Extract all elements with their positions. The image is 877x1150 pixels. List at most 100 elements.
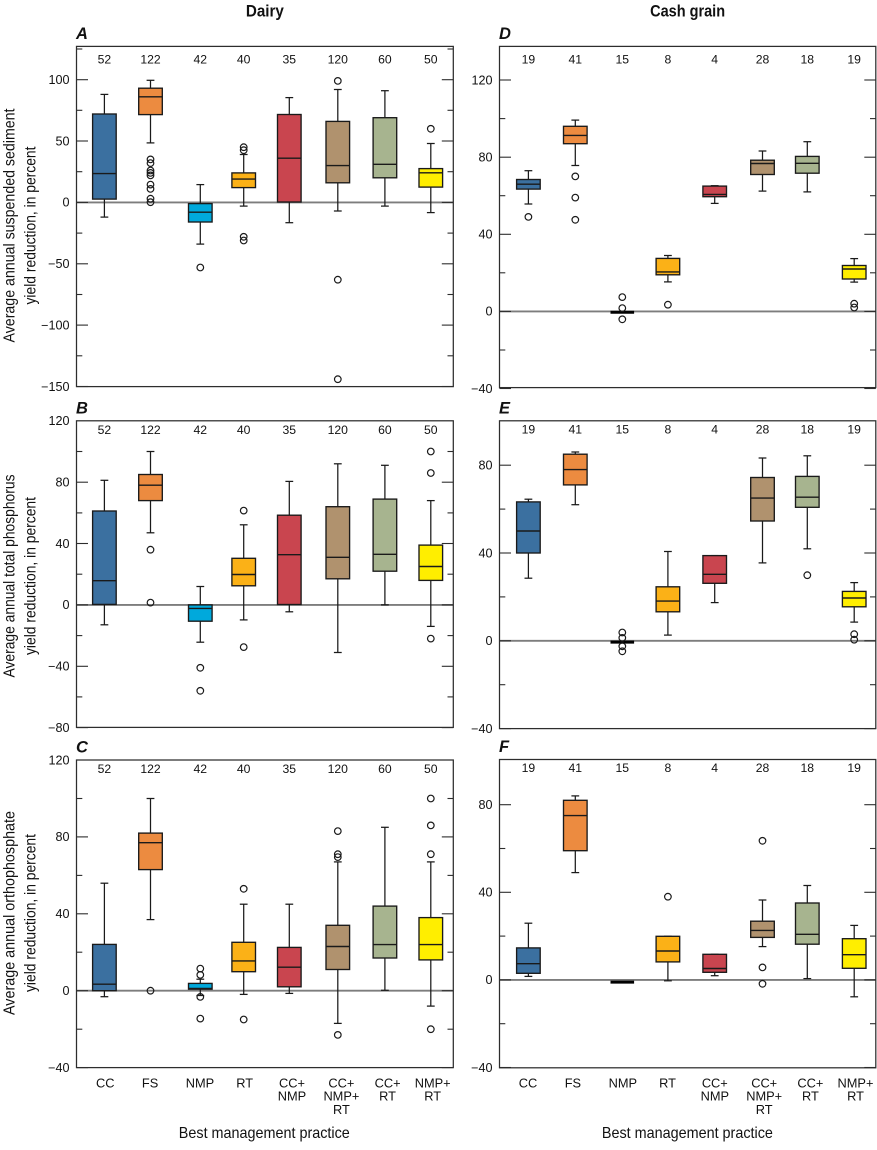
svg-text:8: 8 (665, 53, 672, 67)
svg-text:80: 80 (55, 830, 69, 844)
svg-text:−40: −40 (471, 382, 492, 396)
svg-text:8: 8 (665, 423, 672, 437)
svg-text:yield reduction, in percent: yield reduction, in percent (23, 497, 40, 655)
svg-text:52: 52 (98, 53, 112, 67)
svg-text:RT: RT (236, 1075, 253, 1090)
svg-text:E: E (499, 399, 511, 417)
svg-text:CC+: CC+ (375, 1075, 401, 1090)
svg-text:60: 60 (378, 423, 392, 437)
svg-text:15: 15 (616, 761, 630, 775)
svg-text:40: 40 (237, 53, 251, 67)
svg-text:−40: −40 (471, 1061, 492, 1075)
svg-text:D: D (499, 25, 511, 43)
svg-text:A: A (75, 25, 88, 43)
svg-text:40: 40 (237, 423, 251, 437)
svg-text:−40: −40 (471, 722, 492, 736)
svg-text:CC+: CC+ (751, 1075, 777, 1090)
svg-text:40: 40 (55, 907, 69, 921)
svg-text:CC+: CC+ (702, 1075, 728, 1090)
svg-text:NMP+: NMP+ (838, 1075, 874, 1090)
svg-text:NMP: NMP (186, 1075, 214, 1090)
svg-text:18: 18 (801, 761, 815, 775)
svg-text:28: 28 (756, 53, 770, 67)
svg-text:60: 60 (378, 762, 392, 776)
svg-text:CC: CC (519, 1075, 537, 1090)
svg-text:50: 50 (424, 53, 438, 67)
svg-text:0: 0 (62, 598, 69, 612)
svg-text:Average annual orthophosphate: Average annual orthophosphate (2, 811, 19, 1015)
svg-text:yield reduction, in percent: yield reduction, in percent (23, 834, 40, 992)
svg-text:8: 8 (665, 761, 672, 775)
svg-text:35: 35 (283, 762, 297, 776)
svg-text:NMP: NMP (609, 1075, 637, 1090)
svg-text:RT: RT (424, 1089, 441, 1104)
svg-text:50: 50 (424, 423, 438, 437)
svg-text:50: 50 (55, 134, 69, 148)
svg-text:0: 0 (62, 196, 69, 210)
svg-text:122: 122 (140, 53, 161, 67)
svg-text:CC: CC (96, 1075, 114, 1090)
svg-text:0: 0 (485, 305, 492, 319)
svg-text:Best management practice: Best management practice (179, 1125, 350, 1142)
svg-text:19: 19 (522, 761, 536, 775)
svg-text:18: 18 (801, 423, 815, 437)
svg-text:15: 15 (616, 423, 630, 437)
svg-text:RT: RT (379, 1089, 396, 1104)
svg-text:100: 100 (48, 73, 69, 87)
svg-text:CC+: CC+ (279, 1075, 305, 1090)
svg-text:NMP: NMP (278, 1089, 306, 1104)
svg-text:−150: −150 (41, 380, 69, 394)
svg-text:60: 60 (378, 53, 392, 67)
svg-text:40: 40 (478, 886, 492, 900)
svg-text:0: 0 (62, 984, 69, 998)
svg-text:28: 28 (756, 423, 770, 437)
svg-text:50: 50 (424, 762, 438, 776)
svg-text:B: B (76, 399, 88, 417)
svg-text:52: 52 (98, 762, 112, 776)
svg-text:19: 19 (522, 423, 536, 437)
svg-text:RT: RT (333, 1102, 350, 1117)
svg-text:40: 40 (55, 537, 69, 551)
svg-text:RT: RT (802, 1089, 819, 1104)
svg-text:F: F (499, 738, 510, 756)
svg-text:35: 35 (283, 423, 297, 437)
svg-text:−80: −80 (48, 721, 69, 735)
svg-text:Average annual suspended sedim: Average annual suspended sediment (2, 108, 19, 342)
svg-text:Average annual total phosphoru: Average annual total phosphorus (2, 475, 19, 678)
svg-text:41: 41 (569, 761, 583, 775)
svg-text:NMP: NMP (701, 1089, 729, 1104)
svg-text:RT: RT (659, 1075, 676, 1090)
svg-text:120: 120 (471, 73, 492, 87)
svg-text:15: 15 (616, 53, 630, 67)
svg-text:18: 18 (801, 53, 815, 67)
svg-text:Dairy: Dairy (246, 3, 284, 21)
svg-text:120: 120 (48, 414, 69, 428)
svg-text:−50: −50 (48, 257, 69, 271)
svg-text:42: 42 (194, 423, 208, 437)
svg-text:28: 28 (756, 761, 770, 775)
svg-text:19: 19 (847, 53, 861, 67)
svg-text:19: 19 (847, 761, 861, 775)
svg-text:0: 0 (485, 634, 492, 648)
svg-text:FS: FS (142, 1075, 158, 1090)
svg-text:120: 120 (328, 53, 349, 67)
svg-text:C: C (76, 739, 89, 757)
svg-text:RT: RT (756, 1102, 773, 1117)
svg-text:NMP+: NMP+ (323, 1089, 359, 1104)
svg-text:−40: −40 (48, 1061, 69, 1075)
svg-text:80: 80 (478, 459, 492, 473)
svg-text:19: 19 (847, 423, 861, 437)
svg-text:35: 35 (283, 53, 297, 67)
svg-text:120: 120 (328, 762, 349, 776)
svg-text:FS: FS (565, 1075, 581, 1090)
svg-text:Cash grain: Cash grain (650, 3, 725, 21)
svg-text:CC+: CC+ (797, 1075, 823, 1090)
svg-text:RT: RT (847, 1089, 864, 1104)
svg-text:CC+: CC+ (328, 1075, 354, 1090)
svg-text:80: 80 (55, 476, 69, 490)
svg-text:122: 122 (140, 762, 161, 776)
svg-text:40: 40 (478, 546, 492, 560)
svg-text:122: 122 (140, 423, 161, 437)
svg-text:80: 80 (478, 151, 492, 165)
svg-text:120: 120 (328, 423, 349, 437)
